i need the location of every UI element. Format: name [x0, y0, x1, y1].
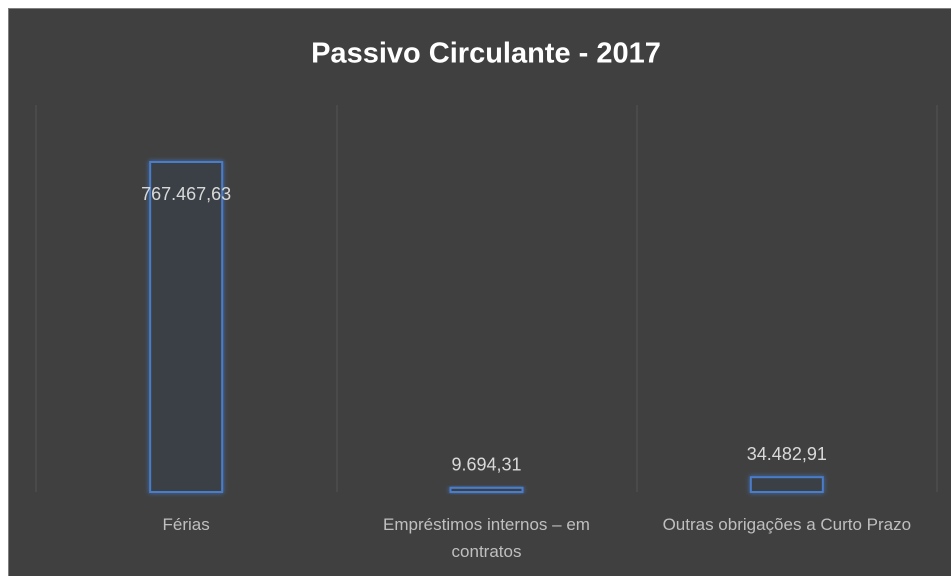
data-label: 9.694,31	[451, 455, 521, 475]
bar	[749, 476, 824, 494]
data-label: 34.482,91	[747, 444, 827, 464]
data-label: 767.467,63	[141, 184, 231, 204]
x-tick-label: Outras obrigações a Curto Prazo	[662, 515, 912, 534]
bar	[449, 486, 524, 493]
x-tick-label: Férias	[162, 515, 210, 534]
chart-title: Passivo Circulante - 2017	[311, 38, 661, 70]
x-tick-label: Empréstimos internos – em contratos	[383, 515, 590, 561]
bar	[149, 161, 224, 493]
